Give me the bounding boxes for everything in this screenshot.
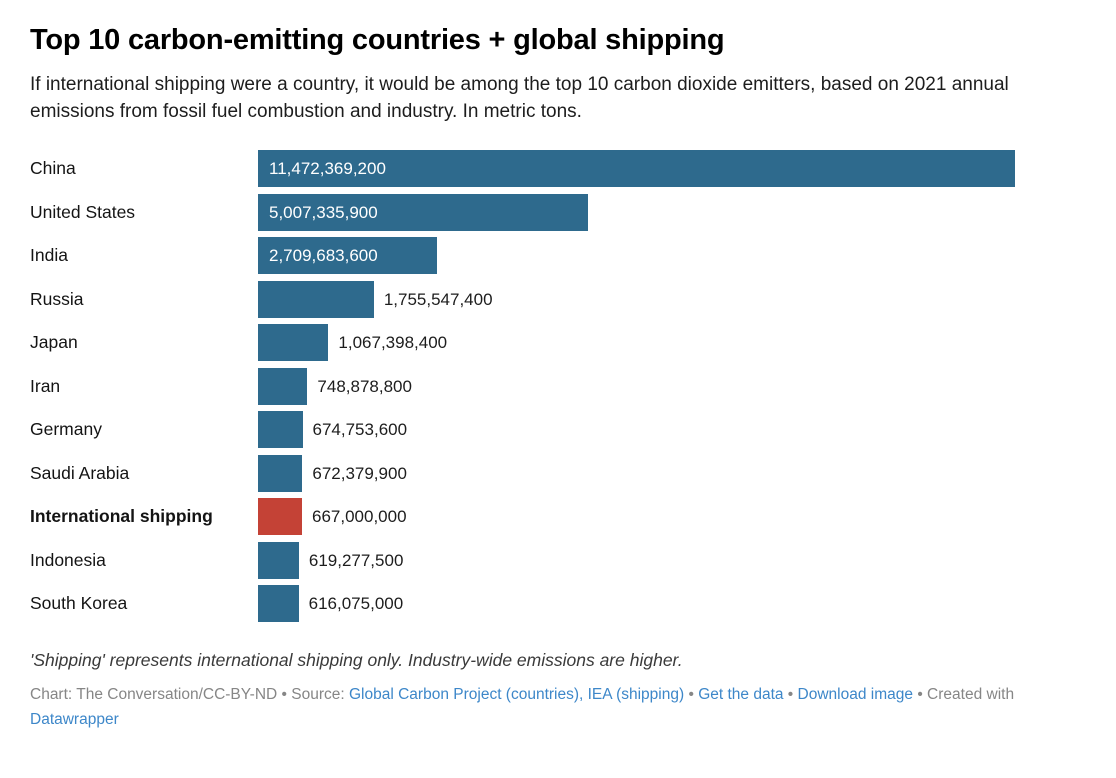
value-label: 672,379,900 bbox=[312, 463, 407, 483]
chart-footnote: 'Shipping' represents international ship… bbox=[30, 650, 683, 671]
bar bbox=[258, 150, 1015, 188]
value-label: 2,709,683,600 bbox=[269, 246, 378, 266]
value-label: 5,007,335,900 bbox=[269, 202, 378, 222]
bar bbox=[258, 411, 303, 449]
bar-track: 667,000,000 bbox=[258, 498, 1086, 536]
category-label: Russia bbox=[30, 288, 84, 309]
bar-track: 616,075,000 bbox=[258, 585, 1086, 623]
bar bbox=[258, 498, 302, 536]
datawrapper-link[interactable]: Datawrapper bbox=[30, 711, 119, 729]
chart-row: Japan 1,067,398,400 bbox=[30, 324, 1086, 362]
bar-track: 619,277,500 bbox=[258, 541, 1086, 579]
credit-text: • Created with bbox=[913, 686, 1015, 704]
bar-track: 748,878,800 bbox=[258, 367, 1086, 405]
chart-row: South Korea 616,075,000 bbox=[30, 585, 1086, 623]
category-label: Saudi Arabia bbox=[30, 462, 130, 483]
value-label: 748,878,800 bbox=[317, 376, 412, 396]
category-label: China bbox=[30, 158, 76, 179]
bar-track: 11,472,369,200 bbox=[258, 150, 1086, 188]
bar bbox=[258, 237, 437, 275]
chart-row: International shipping 667,000,000 bbox=[30, 498, 1086, 536]
category-label: Iran bbox=[30, 375, 61, 396]
bar bbox=[258, 280, 374, 318]
bar-chart: China 11,472,369,200 United States 5,007,33… bbox=[30, 150, 1086, 623]
category-label: Germany bbox=[30, 419, 102, 440]
bar bbox=[258, 454, 303, 492]
credit-text: • bbox=[684, 686, 699, 704]
chart-row: Iran 748,878,800 bbox=[30, 367, 1086, 405]
bar bbox=[258, 367, 308, 405]
chart-row: Russia 1,755,547,400 bbox=[30, 280, 1086, 318]
chart-row: Saudi Arabia 672,379,900 bbox=[30, 454, 1086, 492]
credit-text: Chart: The Conversation/CC-BY-ND • Sourc… bbox=[30, 686, 349, 704]
chart-row: Indonesia 619,277,500 bbox=[30, 541, 1086, 579]
bar bbox=[258, 585, 299, 623]
category-label: Japan bbox=[30, 332, 78, 353]
bar-track: 1,755,547,400 bbox=[258, 280, 1086, 318]
bar-track: 1,067,398,400 bbox=[258, 324, 1086, 362]
category-label: India bbox=[30, 245, 68, 266]
category-label: South Korea bbox=[30, 593, 128, 614]
value-label: 1,067,398,400 bbox=[338, 333, 448, 353]
category-label: International shipping bbox=[30, 506, 213, 527]
chart-row: India 2,709,683,600 bbox=[30, 237, 1086, 275]
credits-line: Chart: The Conversation/CC-BY-ND • Sourc… bbox=[30, 683, 1086, 733]
download-image-link[interactable]: Download image bbox=[797, 686, 914, 704]
chart-subtitle: If international shipping were a country… bbox=[30, 74, 1009, 123]
category-label: United States bbox=[30, 201, 136, 222]
value-label: 11,472,369,200 bbox=[269, 159, 386, 179]
chart-row: Germany 674,753,600 bbox=[30, 411, 1086, 449]
credit-text: • bbox=[783, 686, 798, 704]
value-label: 674,753,600 bbox=[312, 420, 408, 440]
get-the-data-link[interactable]: Get the data bbox=[698, 686, 784, 704]
bar bbox=[258, 541, 299, 579]
chart-row: United States 5,007,335,900 bbox=[30, 193, 1086, 231]
chart-title: Top 10 carbon-emitting countries + globa… bbox=[30, 24, 725, 56]
bar-track: 672,379,900 bbox=[258, 454, 1086, 492]
bar-track: 2,709,683,600 bbox=[258, 237, 1086, 275]
value-label: 1,755,547,400 bbox=[383, 289, 493, 309]
bar-track: 674,753,600 bbox=[258, 411, 1086, 449]
bar-track: 5,007,335,900 bbox=[258, 193, 1086, 231]
value-label: 619,277,500 bbox=[308, 550, 404, 570]
value-label: 616,075,000 bbox=[308, 594, 404, 614]
source-link[interactable]: Global Carbon Project (countries), IEA (… bbox=[349, 686, 685, 704]
chart-row: China 11,472,369,200 bbox=[30, 150, 1086, 188]
value-label: 667,000,000 bbox=[312, 507, 407, 527]
category-label: Indonesia bbox=[30, 549, 106, 570]
bar bbox=[258, 193, 589, 231]
bar bbox=[258, 324, 329, 362]
